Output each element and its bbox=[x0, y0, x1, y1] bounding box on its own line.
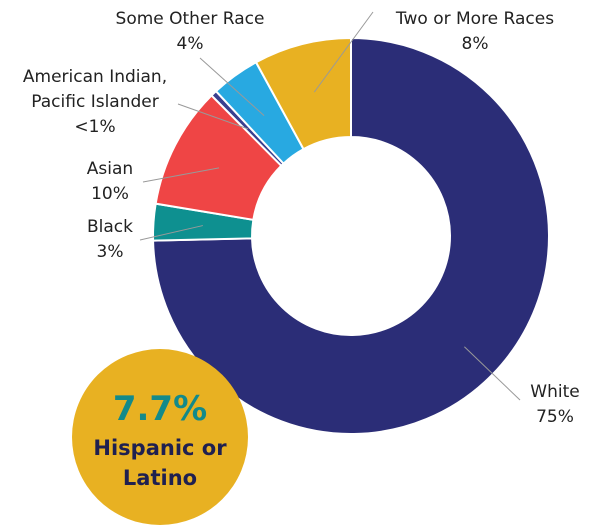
callout-label: Hispanic or Latino bbox=[93, 436, 227, 490]
slice-value: 75% bbox=[536, 407, 574, 427]
callout-value: 7.7% bbox=[112, 389, 208, 429]
slice-value: 10% bbox=[91, 184, 129, 204]
slice-label: Two or More Races bbox=[395, 9, 555, 29]
slice-label: White bbox=[530, 382, 580, 402]
leader-line bbox=[142, 167, 220, 183]
leader-line bbox=[313, 11, 374, 93]
slice-label: American Indian, Pacific Islander bbox=[22, 67, 168, 112]
slice-value: 8% bbox=[461, 34, 489, 54]
slice bbox=[254, 36, 352, 151]
slice bbox=[152, 36, 550, 435]
callout: 7.7% Hispanic or Latino bbox=[72, 349, 248, 525]
slice-label: Asian bbox=[86, 159, 134, 179]
leader-line bbox=[199, 57, 265, 116]
leader-line bbox=[464, 346, 521, 401]
slice-label: Some Other Race bbox=[115, 9, 265, 29]
slice-value: 4% bbox=[176, 34, 204, 54]
leader-line bbox=[177, 103, 249, 130]
slice-value: 3% bbox=[96, 242, 124, 262]
slice-label: Black bbox=[87, 217, 133, 237]
slice-value: <1% bbox=[74, 117, 116, 137]
leader-line bbox=[139, 225, 203, 241]
